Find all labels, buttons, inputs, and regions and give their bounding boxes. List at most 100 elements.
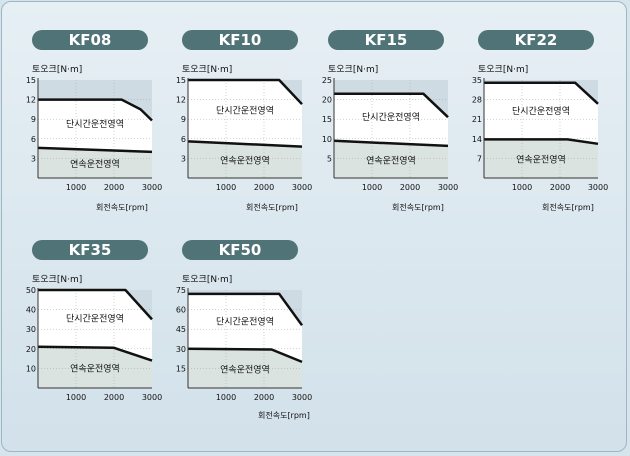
continuous-region-label: 연속운전영역 [70, 159, 120, 170]
short-term-curve [484, 81, 599, 105]
x-axis-label: 회전속도[rpm] [246, 203, 298, 212]
continuous-region-label: 연속운전영역 [70, 363, 120, 374]
x-tick-label: 3000 [142, 183, 162, 192]
y-tick-label: 3 [31, 154, 36, 163]
continuous-curve [333, 139, 449, 148]
chart-title: KF35 [32, 240, 148, 260]
y-tick-label: 50 [26, 286, 36, 295]
continuous-region-label: 연속운전영역 [220, 156, 270, 167]
short-term-region-label: 단시간운전영역 [66, 313, 124, 324]
x-tick-label: 3000 [292, 393, 312, 402]
short-term-region-label: 단시간운전영역 [512, 106, 570, 117]
continuous-curve [187, 347, 303, 364]
x-tick-label: 1000 [512, 183, 532, 192]
y-tick-label: 60 [176, 306, 186, 315]
y-tick-label: 7 [477, 154, 482, 163]
continuous-region [38, 147, 152, 178]
continuous-curve [37, 146, 153, 154]
continuous-region [484, 139, 598, 178]
y-tick-label: 15 [176, 76, 186, 85]
y-tick-label: 40 [26, 306, 36, 315]
x-tick-label: 3000 [588, 183, 608, 192]
y-tick-label: 12 [26, 96, 36, 105]
y-tick-label: 28 [472, 96, 482, 105]
x-tick-label: 2000 [254, 393, 274, 402]
y-tick-label: 35 [472, 76, 482, 85]
x-axis-label: 회전속도[rpm] [392, 203, 444, 212]
y-tick-label: 9 [31, 115, 36, 124]
continuous-region-label: 연속운전영역 [366, 155, 416, 166]
y-tick-label: 9 [181, 115, 186, 124]
panel-kf10: KF10 토오크[N·m] 3 6 9 12 15 1000 2000 3000 단시간운전영역… [176, 30, 332, 220]
x-tick-label: 2000 [104, 183, 124, 192]
chart-title: KF15 [328, 30, 444, 50]
y-tick-label: 20 [322, 96, 332, 105]
continuous-curve [484, 138, 599, 146]
y-tick-label: 6 [31, 135, 36, 144]
x-axis-label: 회전속도[rpm] [96, 203, 148, 212]
continuous-region [188, 141, 302, 178]
x-tick-label: 1000 [362, 183, 382, 192]
y-axis-label: 토오크[N·m] [478, 65, 529, 75]
short-term-region-label: 단시간운전영역 [216, 106, 274, 117]
continuous-region-label: 연속운전영역 [516, 155, 566, 166]
y-tick-label: 75 [176, 286, 186, 295]
y-tick-label: 15 [176, 364, 186, 373]
x-axis-label: 회전속도[rpm] [542, 203, 594, 212]
continuous-region [334, 140, 448, 178]
y-axis-label: 토오크[N·m] [328, 65, 379, 75]
y-tick-label: 15 [26, 76, 36, 85]
short-term-curve [38, 98, 153, 122]
continuous-region-label: 연속운전영역 [220, 364, 270, 375]
y-tick-label: 30 [26, 325, 36, 334]
y-tick-label: 15 [322, 115, 332, 124]
y-tick-label: 21 [472, 115, 482, 124]
chart-title: KF22 [478, 30, 594, 50]
x-tick-label: 2000 [550, 183, 570, 192]
x-tick-label: 3000 [292, 183, 312, 192]
x-tick-label: 2000 [104, 393, 124, 402]
y-axis-label: 토오크[N·m] [182, 275, 233, 285]
short-term-region-label: 단시간운전영역 [362, 112, 420, 123]
continuous-curve [187, 140, 303, 148]
y-tick-label: 3 [181, 154, 186, 163]
panel-kf22: KF22 토오크[N·m] 7 14 21 28 35 1000 2000 3000 단시간운전… [472, 30, 628, 220]
y-axis-label: 토오크[N·m] [32, 275, 83, 285]
y-tick-label: 10 [322, 135, 332, 144]
chart-title: KF08 [32, 30, 148, 50]
x-tick-label: 1000 [216, 183, 236, 192]
panel-kf50: KF50 토오크[N·m] 15 30 45 60 75 1000 2000 3000 단시간운… [176, 240, 332, 430]
y-axis-label: 토오크[N·m] [182, 65, 233, 75]
x-tick-label: 3000 [142, 393, 162, 402]
panel-kf15: KF15 토오크[N·m] 5 10 15 20 25 1000 2000 3000 단시간운전… [322, 30, 478, 220]
short-term-curve [188, 78, 303, 106]
short-term-curve [38, 288, 153, 321]
y-tick-label: 12 [176, 96, 186, 105]
y-tick-label: 25 [322, 76, 332, 85]
y-tick-label: 20 [26, 345, 36, 354]
y-tick-label: 6 [181, 135, 186, 144]
y-tick-label: 45 [176, 325, 186, 334]
chart-title: KF50 [182, 240, 298, 260]
panel-kf35: KF35 토오크[N·m] 10 20 30 40 50 1000 2000 3000 단시간운… [26, 240, 182, 430]
short-term-curve [334, 92, 449, 119]
x-tick-label: 1000 [216, 393, 236, 402]
y-tick-label: 10 [26, 364, 36, 373]
y-tick-label: 14 [472, 135, 482, 144]
short-term-curve [188, 292, 304, 327]
x-tick-label: 3000 [438, 183, 458, 192]
short-term-region-label: 단시간운전영역 [216, 316, 274, 327]
short-term-region-label: 단시간운전영역 [66, 119, 124, 130]
continuous-region [38, 346, 152, 388]
x-tick-label: 1000 [66, 393, 86, 402]
y-tick-label: 5 [327, 154, 332, 163]
y-axis-label: 토오크[N·m] [32, 65, 83, 75]
x-tick-label: 1000 [66, 183, 86, 192]
